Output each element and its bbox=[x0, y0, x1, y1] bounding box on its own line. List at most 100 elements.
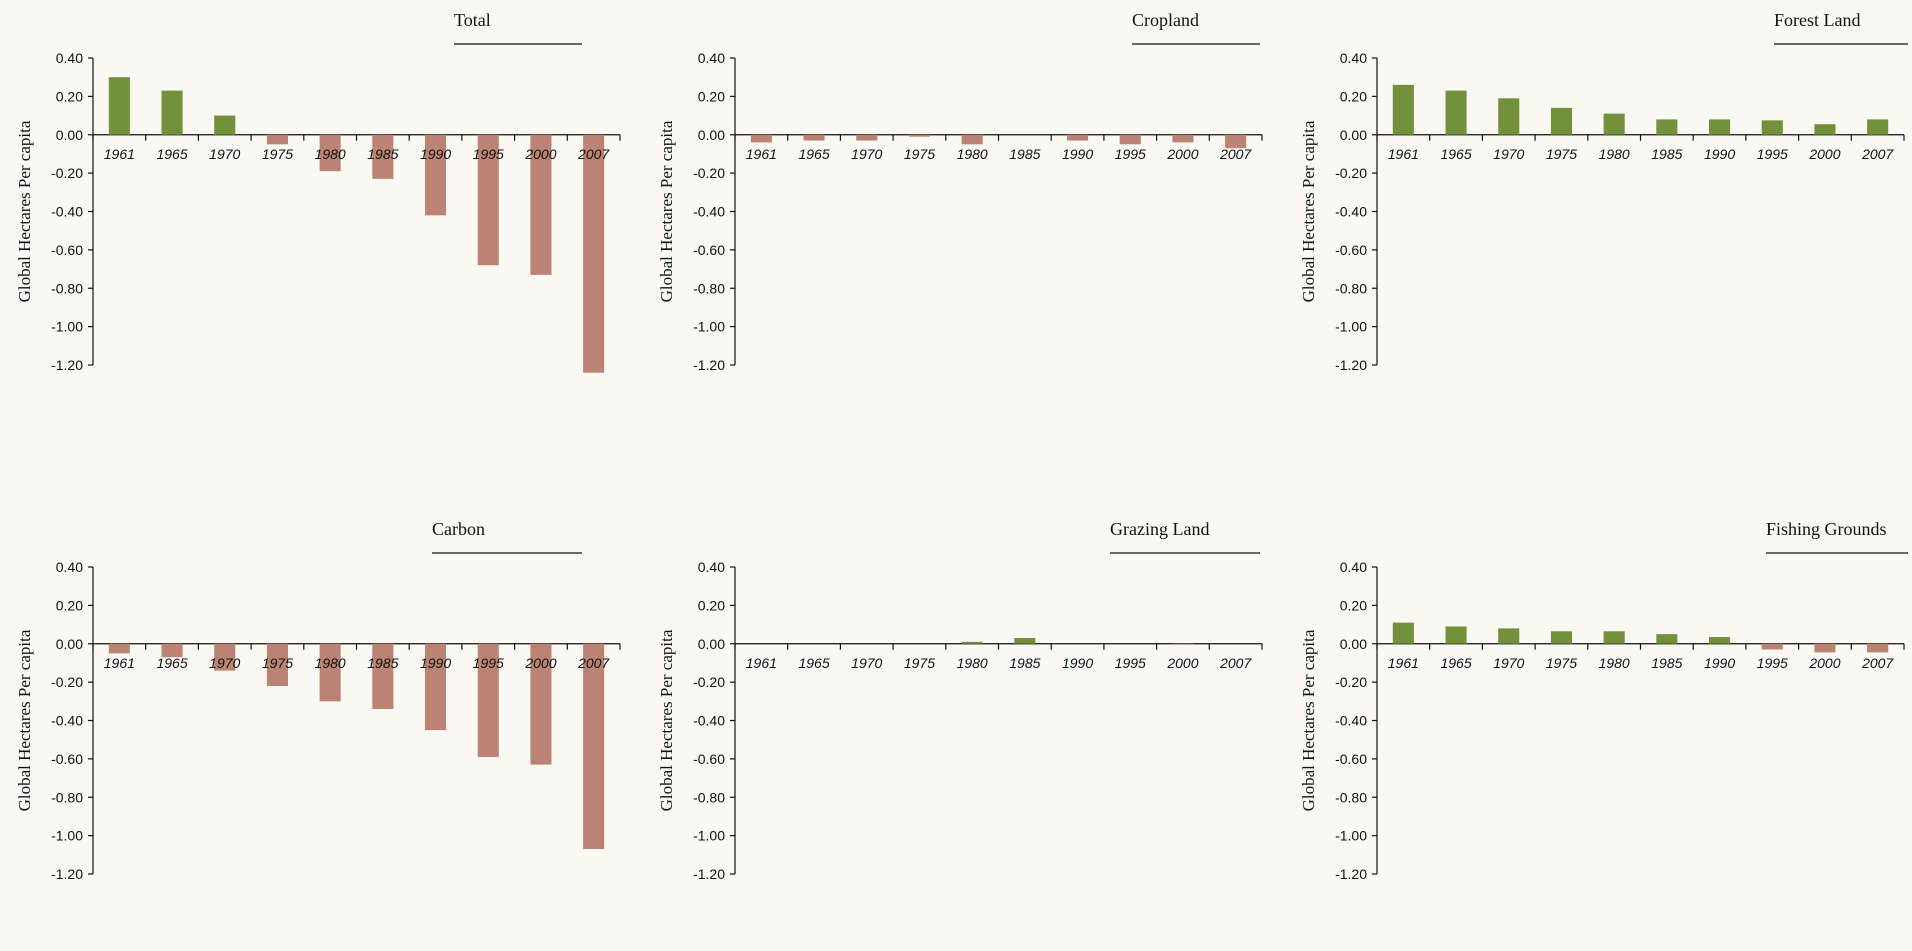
bar bbox=[319, 134, 341, 172]
x-tick-label: 1965 bbox=[1440, 655, 1471, 671]
bar bbox=[1067, 134, 1089, 141]
bar bbox=[1761, 643, 1783, 650]
y-tick-label: 0.40 bbox=[1340, 50, 1367, 66]
x-tick-label: 1985 bbox=[367, 146, 398, 162]
bar bbox=[530, 643, 552, 765]
y-tick-label: -1.00 bbox=[1335, 828, 1367, 844]
y-tick-label: -0.20 bbox=[1335, 674, 1367, 690]
bar bbox=[583, 134, 605, 373]
y-tick-label: -0.80 bbox=[693, 280, 725, 296]
y-tick-label: -0.40 bbox=[693, 204, 725, 220]
y-tick-label: -1.20 bbox=[1335, 866, 1367, 882]
y-tick-label: -1.00 bbox=[1335, 319, 1367, 335]
y-axis-label: Global Hectares Per capita bbox=[1299, 629, 1318, 811]
chart-title: Forest Land bbox=[1774, 10, 1860, 30]
y-axis-label: Global Hectares Per capita bbox=[657, 629, 676, 811]
x-tick-label: 1975 bbox=[904, 655, 935, 671]
bar bbox=[108, 643, 130, 654]
bar bbox=[1445, 626, 1467, 644]
bar bbox=[530, 134, 552, 275]
y-tick-label: -0.40 bbox=[51, 713, 83, 729]
x-tick-label: 2000 bbox=[1166, 655, 1198, 671]
x-tick-label: 1985 bbox=[1009, 146, 1040, 162]
bar bbox=[266, 643, 288, 686]
bar bbox=[961, 134, 983, 145]
x-tick-label: 1965 bbox=[156, 655, 187, 671]
y-tick-label: -1.20 bbox=[51, 357, 83, 373]
bar bbox=[1761, 120, 1783, 135]
x-tick-label: 1975 bbox=[262, 655, 293, 671]
y-tick-label: -0.80 bbox=[51, 280, 83, 296]
bar bbox=[1709, 637, 1731, 644]
y-tick-label: -0.40 bbox=[51, 204, 83, 220]
x-tick-label: 2007 bbox=[577, 146, 610, 162]
x-tick-label: 1990 bbox=[420, 655, 451, 671]
bar bbox=[1603, 631, 1625, 644]
y-tick-label: -1.20 bbox=[693, 866, 725, 882]
bar bbox=[1814, 124, 1836, 135]
bar bbox=[425, 134, 447, 216]
x-tick-label: 2000 bbox=[1808, 655, 1840, 671]
x-tick-label: 1995 bbox=[473, 146, 504, 162]
x-tick-label: 1961 bbox=[104, 146, 135, 162]
bar bbox=[1119, 134, 1141, 145]
bar bbox=[803, 134, 825, 141]
bar bbox=[319, 643, 341, 702]
bar bbox=[1867, 643, 1889, 653]
y-tick-label: 0.20 bbox=[56, 88, 83, 104]
y-tick-label: -0.20 bbox=[51, 165, 83, 181]
y-tick-label: -1.00 bbox=[51, 828, 83, 844]
x-tick-label: 1961 bbox=[746, 655, 777, 671]
y-axis-label: Global Hectares Per capita bbox=[1299, 120, 1318, 302]
x-tick-label: 1990 bbox=[1062, 146, 1093, 162]
y-tick-label: -1.20 bbox=[1335, 357, 1367, 373]
bar bbox=[1550, 107, 1572, 135]
bar bbox=[1445, 90, 1467, 135]
x-tick-label: 2000 bbox=[1166, 146, 1198, 162]
y-tick-label: 0.00 bbox=[698, 636, 725, 652]
x-tick-label: 1995 bbox=[1115, 146, 1146, 162]
y-tick-label: -0.20 bbox=[1335, 165, 1367, 181]
bar bbox=[1225, 134, 1247, 149]
bar bbox=[1603, 113, 1625, 135]
bar bbox=[1814, 643, 1836, 653]
x-tick-label: 1961 bbox=[1388, 655, 1419, 671]
x-tick-label: 1995 bbox=[473, 655, 504, 671]
bar bbox=[161, 90, 183, 135]
bar bbox=[266, 134, 288, 145]
y-tick-label: -0.60 bbox=[693, 242, 725, 258]
y-tick-label: -0.80 bbox=[1335, 789, 1367, 805]
y-axis-label: Global Hectares Per capita bbox=[15, 629, 34, 811]
x-tick-label: 1990 bbox=[1704, 146, 1735, 162]
bar bbox=[1172, 643, 1194, 645]
y-tick-label: 0.20 bbox=[1340, 88, 1367, 104]
bar bbox=[1392, 622, 1414, 644]
y-axis-label: Global Hectares Per capita bbox=[657, 120, 676, 302]
x-tick-label: 1965 bbox=[1440, 146, 1471, 162]
x-tick-label: 1970 bbox=[209, 655, 240, 671]
x-tick-label: 1961 bbox=[746, 146, 777, 162]
y-tick-label: 0.00 bbox=[1340, 127, 1367, 143]
x-tick-label: 1975 bbox=[1546, 655, 1577, 671]
bar bbox=[477, 643, 499, 757]
chart-title: Carbon bbox=[432, 519, 485, 539]
y-tick-label: -1.00 bbox=[51, 319, 83, 335]
x-tick-label: 1995 bbox=[1757, 655, 1788, 671]
y-tick-label: -0.80 bbox=[693, 789, 725, 805]
bar bbox=[477, 134, 499, 266]
bar bbox=[1172, 134, 1194, 143]
y-tick-label: 0.40 bbox=[56, 559, 83, 575]
x-tick-label: 1975 bbox=[904, 146, 935, 162]
y-tick-label: -1.20 bbox=[693, 357, 725, 373]
bar bbox=[1550, 631, 1572, 644]
x-tick-label: 1980 bbox=[315, 146, 346, 162]
y-tick-label: 0.20 bbox=[1340, 597, 1367, 613]
y-tick-label: 0.20 bbox=[698, 597, 725, 613]
bar bbox=[750, 134, 772, 143]
y-tick-label: -0.60 bbox=[51, 751, 83, 767]
x-tick-label: 1975 bbox=[1546, 146, 1577, 162]
bar bbox=[1014, 637, 1036, 644]
x-tick-label: 2007 bbox=[1219, 655, 1252, 671]
x-tick-label: 2000 bbox=[1808, 146, 1840, 162]
x-tick-label: 1961 bbox=[104, 655, 135, 671]
